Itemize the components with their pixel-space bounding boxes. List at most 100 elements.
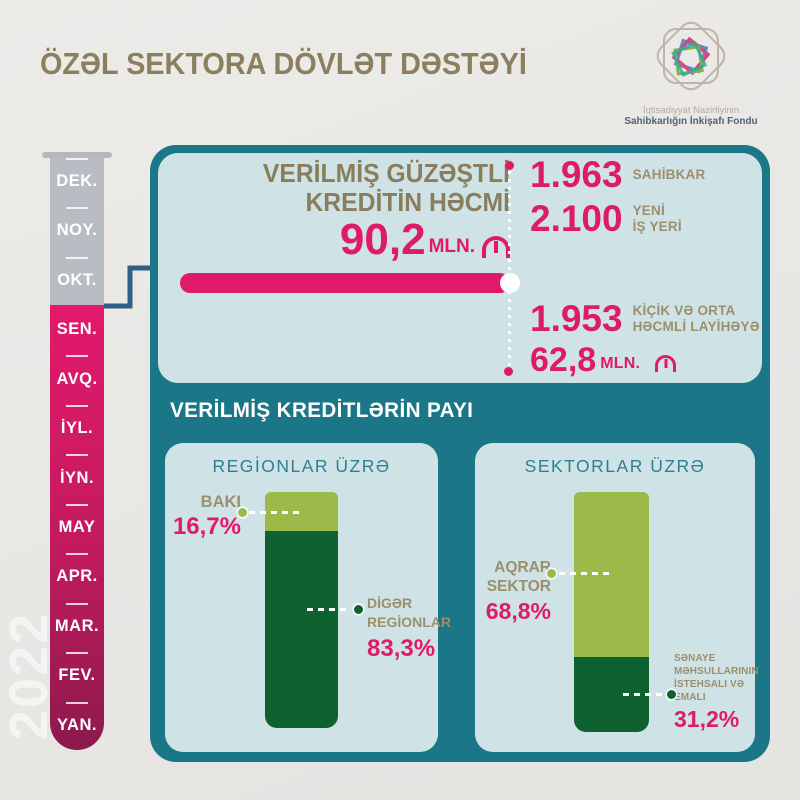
month-label: NOY.: [56, 221, 98, 240]
month-label: MAR.: [54, 616, 100, 635]
month-label: MAY: [58, 517, 96, 536]
stat-small-projects-amount: 62,8 MLN.: [530, 341, 677, 379]
baki-label-block: BAKI 16,7%: [169, 493, 241, 539]
credit-summary-panel: [158, 153, 762, 383]
month-row: DEK.: [50, 157, 104, 206]
industry-label-block: SƏNAYE MƏHSULLARININ İSTEHSALI VƏ EMALI 31,…: [674, 652, 759, 732]
share-section-title: VERİLMİŞ KREDİTLƏRİN PAYI: [170, 398, 474, 422]
segment-label: SƏNAYE MƏHSULLARININ İSTEHSALI VƏ EMALI: [674, 653, 759, 703]
segment-label: AQRAR SEKTOR: [486, 559, 551, 595]
leader-line: [559, 572, 609, 575]
leader-dot: [354, 605, 363, 614]
timeline-elapsed-months: SEN. AVQ. İYL. İYN. MAY APR. MAR. FEV. Y…: [50, 305, 104, 750]
manat-icon: [655, 355, 677, 373]
timeline-column: DEK. NOY. OKT. SEN. AVQ. İYL. İYN. MAY A…: [50, 157, 104, 750]
month-row: İYL.: [50, 404, 104, 453]
month-label: YAN.: [57, 715, 97, 734]
leader-dot: [547, 569, 556, 578]
month-row: MAR.: [50, 602, 104, 651]
month-label: İYL.: [60, 419, 94, 438]
logo-org-line2: Sahibkarlığın İnkişafı Fondu: [624, 116, 758, 127]
fund-logo-icon: [656, 21, 726, 91]
leader-dot: [667, 690, 676, 699]
month-divider: [66, 404, 88, 407]
credit-progress-bar: [180, 273, 510, 293]
bar-segment-other-regions: [265, 531, 338, 728]
year-watermark: 2022: [0, 611, 59, 741]
leader-line: [307, 608, 351, 611]
month-label: APR.: [56, 567, 98, 586]
main-panel: VERİLMİŞ GÜZƏŞTLİ KREDİTİN HƏCMİ 90,2 ML…: [150, 145, 770, 762]
segment-percent: 31,2%: [674, 706, 740, 732]
stat-value: 2.100: [530, 198, 623, 239]
month-divider: [66, 207, 88, 210]
credit-amount-value: 90,2: [339, 215, 426, 265]
segment-percent: 83,3%: [367, 634, 436, 662]
headline-title-line1: VERİLMİŞ GÜZƏŞTLİ: [262, 158, 510, 188]
progress-endcap-circle: [500, 273, 520, 293]
segment-percent: 16,7%: [172, 513, 241, 540]
month-divider: [66, 256, 88, 259]
segment-label: DİGƏR REGİONLAR: [367, 595, 451, 630]
stats-line-bottom-dot: [504, 367, 513, 376]
stat-new-jobs: 2.100 YENİ İŞ YERİ: [530, 198, 682, 239]
stat-label: KİÇİK VƏ ORTA HƏCMLİ LAYİHƏYƏ: [632, 303, 760, 334]
month-row: MAY: [50, 503, 104, 552]
month-divider: [66, 701, 88, 704]
regions-stacked-bar: [265, 492, 338, 728]
regions-chart-card: REGİONLAR ÜZRƏ BAKI 16,7% DİGƏR REGİONLAR…: [165, 443, 451, 752]
stat-unit: MLN.: [600, 355, 641, 373]
month-divider: [66, 454, 88, 457]
stats-dotted-line: [508, 163, 511, 373]
sectors-chart-card: SEKTORLAR ÜZRƏ AQRAR SEKTOR 68,8% SƏNAYE M…: [475, 443, 759, 752]
headline-amount-row: 90,2 MLN.: [170, 215, 510, 265]
month-divider: [66, 355, 88, 358]
stat-value: 1.963: [530, 154, 623, 195]
stat-label: YENİ İŞ YERİ: [632, 203, 682, 234]
headline-title-line2: KREDİTİN HƏCMİ: [305, 187, 510, 218]
month-label: FEV.: [58, 666, 96, 685]
stat-small-projects: 1.953 KİÇİK VƏ ORTA HƏCMLİ LAYİHƏYƏ: [530, 298, 760, 339]
stat-value: 1.953: [530, 298, 623, 339]
month-label: OKT.: [57, 270, 97, 289]
month-divider: [66, 602, 88, 605]
stat-entrepreneurs: 1.963 SAHİBKAR: [530, 154, 706, 195]
month-row: OKT.: [50, 256, 104, 305]
segment-label: BAKI: [200, 493, 241, 511]
leader-dot: [238, 508, 247, 517]
sectors-chart-title: SEKTORLAR ÜZRƏ: [524, 456, 706, 476]
month-row: NOY.: [50, 206, 104, 255]
timeline-connector-line: [104, 265, 152, 309]
leader-line: [249, 511, 303, 514]
sectors-stacked-bar: [574, 492, 649, 732]
month-divider: [66, 503, 88, 506]
other-regions-label-block: DİGƏR REGİONLAR 83,3%: [367, 594, 451, 662]
credit-amount-unit: MLN.: [428, 235, 475, 257]
stat-label: SAHİBKAR: [632, 167, 706, 183]
month-label: DEK.: [56, 172, 98, 191]
month-label: SEN.: [56, 320, 98, 339]
segment-percent: 68,8%: [485, 598, 551, 625]
month-divider: [66, 553, 88, 556]
agrarian-label-block: AQRAR SEKTOR 68,8%: [477, 559, 551, 623]
month-label: AVQ.: [56, 369, 98, 388]
month-divider: [66, 652, 88, 655]
month-row: FEV.: [50, 651, 104, 700]
manat-icon: [482, 235, 510, 258]
timeline-cap: [42, 152, 112, 158]
timeline-upcoming-months: DEK. NOY. OKT.: [50, 157, 104, 305]
month-row: YAN.: [50, 701, 104, 750]
month-row: SEN.: [50, 305, 104, 354]
headline-block: VERİLMİŞ GÜZƏŞTLİ KREDİTİN HƏCMİ 90,2 ML…: [170, 158, 510, 265]
stats-line-top-dot: [505, 161, 514, 170]
month-label: İYN.: [59, 468, 95, 487]
stat-value: 62,8: [530, 341, 597, 379]
month-row: APR.: [50, 552, 104, 601]
logo-org-line1: İqtisadiyyat Nazirliyinin: [642, 105, 740, 116]
regions-chart-title: REGİONLAR ÜZRƏ: [212, 456, 391, 476]
page-title: ÖZƏL SEKTORA DÖVLƏT DƏSTƏYİ: [40, 46, 527, 81]
month-row: İYN.: [50, 453, 104, 502]
leader-line: [623, 693, 663, 696]
month-divider: [66, 158, 88, 160]
